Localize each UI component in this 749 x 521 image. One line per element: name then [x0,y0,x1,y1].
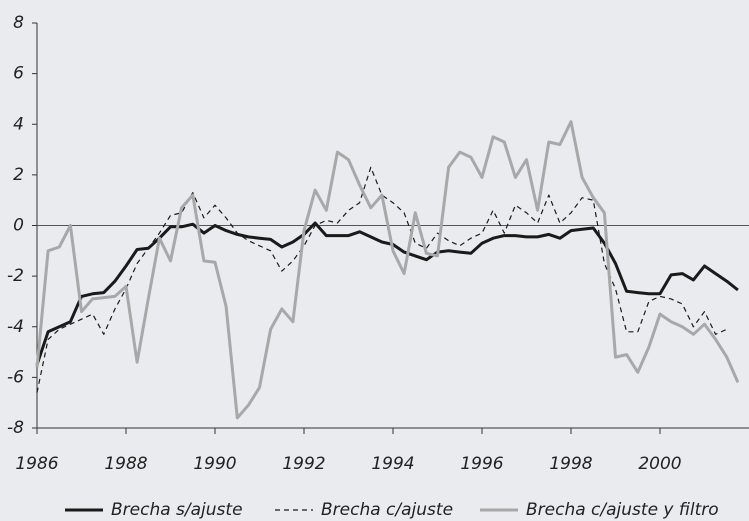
y-tick-label: 2 [13,165,24,185]
x-tick-label: 2000 [638,454,681,474]
series-line [35,221,739,366]
legend-label: Brecha c/ajuste [321,500,453,520]
legend-label: Brecha c/ajuste y filtro [526,500,719,520]
x-tick-label: 1986 [15,454,58,474]
series-line [35,120,740,420]
y-tick-label: 8 [13,13,24,33]
y-tick-label: -6 [7,367,24,387]
y-tick-label: 0 [13,216,24,236]
y-tick-label: -4 [7,317,24,337]
y-tick-label: -8 [7,418,24,438]
x-tick-label: 1996 [460,454,503,474]
x-tick-label: 1990 [193,454,236,474]
y-tick-label: 4 [13,114,24,134]
y-tick-label: 6 [13,64,24,84]
x-tick-label: 1994 [371,454,414,474]
legend-label: Brecha s/ajuste [111,500,243,520]
y-tick-label: -2 [7,266,24,286]
x-tick-label: 1992 [282,454,325,474]
x-tick-label: 1988 [104,454,147,474]
x-tick-label: 1998 [549,454,592,474]
